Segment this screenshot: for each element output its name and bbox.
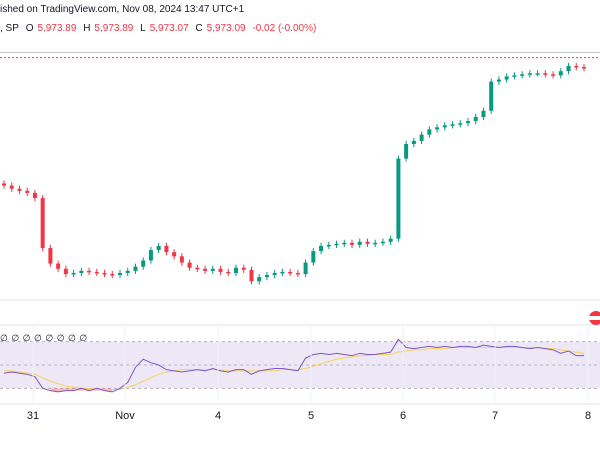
candle-body — [458, 123, 463, 125]
candle-body — [226, 271, 231, 274]
low-value: 5,973.07 — [149, 23, 189, 34]
candle-body — [118, 272, 122, 276]
candle-body — [288, 271, 293, 274]
candle-body — [365, 241, 370, 244]
candle-body — [179, 256, 184, 263]
candle-body — [342, 242, 347, 245]
candle-body — [303, 262, 308, 274]
candle-body — [466, 121, 470, 124]
candle-body — [419, 134, 424, 141]
candle-body — [148, 250, 153, 261]
candle-body — [319, 245, 324, 252]
candle-body — [164, 245, 169, 253]
candle-body — [2, 183, 6, 186]
candle-body — [241, 267, 246, 270]
candle-body — [496, 79, 501, 82]
x-tick-label: 31 — [27, 410, 39, 422]
candle-body — [535, 73, 540, 75]
candle-body — [125, 270, 130, 273]
candle-body — [210, 268, 215, 271]
candle-body — [435, 127, 440, 130]
high-label: H — [83, 23, 91, 34]
candle-body — [257, 277, 262, 282]
candle-body — [195, 267, 200, 270]
ohlc-readout: , SP O 5,973.89 H 5,973.89 L 5,973.07 C 5,97… — [0, 23, 320, 34]
x-tick-label: 4 — [215, 410, 221, 422]
candle-body — [388, 238, 393, 242]
close-label: C — [195, 23, 203, 34]
candle-body — [218, 268, 223, 272]
candle-body — [411, 140, 416, 144]
candle-body — [373, 242, 378, 245]
candle-body — [450, 124, 455, 126]
candle-body — [71, 272, 76, 275]
x-tick-label: 6 — [400, 410, 406, 422]
candle-body — [102, 272, 107, 275]
candle-body — [311, 251, 316, 263]
candle-body — [249, 269, 254, 282]
alert-badge-bar — [589, 316, 600, 320]
candle-body — [264, 275, 269, 278]
candle-body — [357, 241, 362, 245]
candle-body — [427, 129, 432, 135]
open-value: 5,973.89 — [37, 23, 77, 34]
candle-body — [48, 248, 53, 264]
x-tick-label: 8 — [585, 410, 591, 422]
symbol-fragment: , SP — [0, 23, 19, 34]
x-tick-label: 7 — [492, 410, 498, 422]
candle-body — [40, 198, 45, 248]
candle-body — [32, 192, 37, 199]
candle-body — [187, 262, 192, 268]
close-value: 5,973.09 — [206, 23, 246, 34]
candle-body — [334, 243, 339, 246]
candle-body — [558, 71, 563, 76]
candle-body — [280, 271, 285, 274]
candle-body — [9, 185, 14, 189]
open-label: O — [25, 23, 34, 34]
candle-body — [326, 244, 331, 247]
candle-body — [404, 144, 409, 159]
candle-body — [442, 125, 447, 128]
candle-body — [79, 270, 84, 273]
x-tick-label: 5 — [308, 410, 314, 422]
candle-body — [272, 272, 277, 276]
candle-body — [56, 263, 61, 269]
low-label: L — [140, 23, 146, 34]
candle-body — [295, 272, 300, 275]
candle-body — [566, 66, 571, 72]
x-tick-label: Nov — [115, 410, 135, 422]
candle-body — [141, 260, 146, 267]
candle-body — [94, 271, 99, 274]
publish-info: ished on TradingView.com, Nov 08, 2024 1… — [0, 4, 245, 15]
candle-body — [582, 67, 586, 69]
candle-body — [25, 190, 30, 193]
candle-body — [110, 274, 115, 276]
candle-body — [87, 270, 92, 273]
rsi-line — [3, 338, 584, 393]
rsi-legend: ∅ ∅ ∅ ∅ ∅ ∅ ∅ ∅ — [0, 333, 88, 343]
candle-body — [473, 116, 478, 122]
candle-body — [380, 241, 385, 244]
candle-body — [527, 73, 532, 75]
candle-body — [172, 252, 177, 257]
change-value: -0.02 (-0.00%) — [252, 23, 317, 34]
candle-body — [133, 266, 138, 271]
candle-body — [396, 158, 401, 239]
candle-body — [489, 81, 494, 111]
candle-body — [574, 66, 579, 68]
candle-body — [551, 74, 556, 76]
high-value: 5,973.89 — [94, 23, 134, 34]
candle-body — [203, 268, 208, 271]
candle-body — [350, 242, 354, 245]
candle-body — [481, 110, 486, 117]
candle-body — [156, 245, 161, 251]
candle-body — [17, 188, 22, 191]
candle-body — [504, 76, 509, 80]
candle-body — [63, 268, 68, 274]
candle-body — [520, 74, 525, 76]
candle-body — [512, 75, 517, 77]
candle-body — [543, 73, 548, 75]
candle-body — [234, 267, 238, 273]
